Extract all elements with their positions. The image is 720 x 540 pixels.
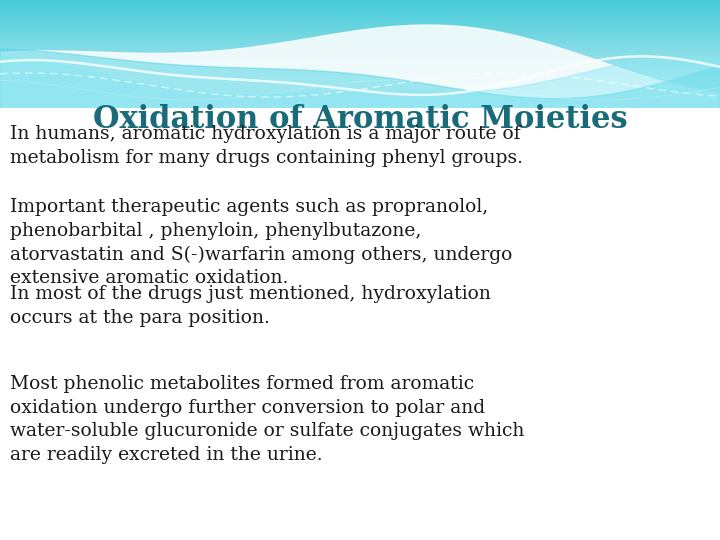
Text: In humans, aromatic hydroxylation is a major route of
metabolism for many drugs : In humans, aromatic hydroxylation is a m… [10,125,523,167]
Text: Important therapeutic agents such as propranolol,
phenobarbital , phenyloin, phe: Important therapeutic agents such as pro… [10,198,513,287]
Text: In most of the drugs just mentioned, hydroxylation
occurs at the para position.: In most of the drugs just mentioned, hyd… [10,285,491,327]
Polygon shape [0,108,720,540]
Text: Oxidation of Aromatic Moieties: Oxidation of Aromatic Moieties [93,105,627,136]
Text: Most phenolic metabolites formed from aromatic
oxidation undergo further convers: Most phenolic metabolites formed from ar… [10,375,524,464]
